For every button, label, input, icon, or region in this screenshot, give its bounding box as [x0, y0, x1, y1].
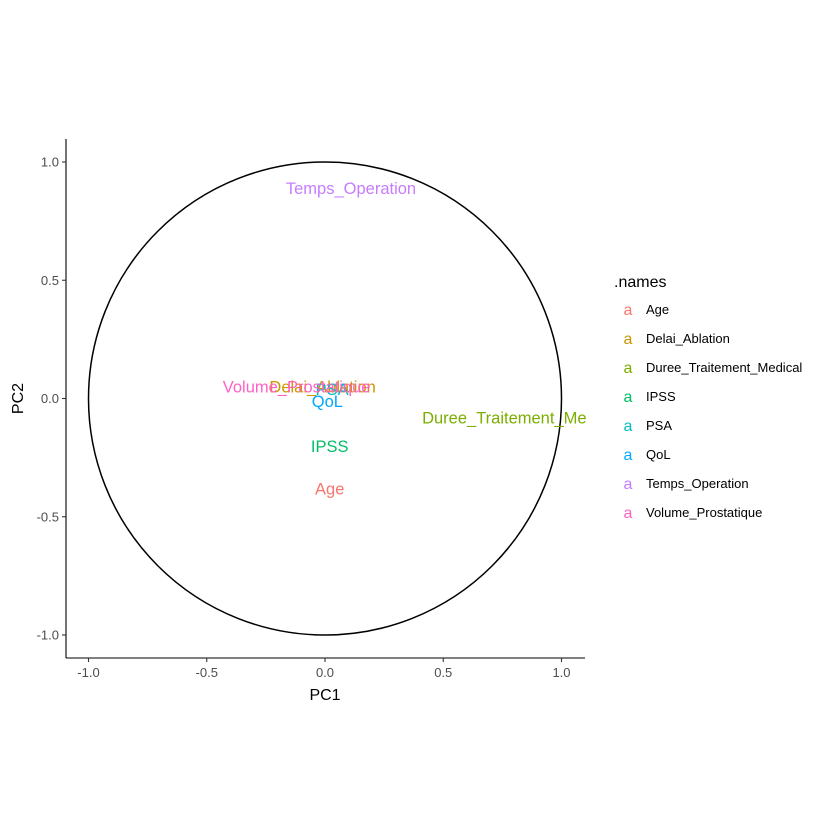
legend-key-glyph: a: [624, 360, 633, 377]
legend-entry-age: Age: [646, 302, 669, 317]
legend-entry-ipss: IPSS: [646, 389, 676, 404]
y-tick-label: 0.0: [41, 391, 59, 406]
x-tick-label: -0.5: [196, 665, 218, 680]
point-labels: Age Delai_Ablation Duree_Traitement_Medica…: [223, 180, 620, 498]
legend-key-glyph: a: [624, 331, 633, 348]
point-label-delai-ablation: Delai_Ablation: [269, 379, 375, 397]
y-tick-label: 1.0: [41, 155, 59, 170]
legend-title: .names: [614, 274, 666, 291]
point-label-duree-traitement-medical: Duree_Traitement_Medical: [422, 409, 620, 427]
correlation-circle: [87, 161, 563, 636]
x-tick-label: 0.5: [434, 665, 452, 680]
x-axis-title: PC1: [309, 687, 340, 704]
legend-key-glyph: a: [624, 476, 633, 493]
y-axis-title: PC2: [10, 383, 27, 414]
legend-entry-temps-operation: Temps_Operation: [646, 476, 749, 491]
legend-key-glyph: a: [624, 447, 633, 464]
legend-entry-psa: PSA: [646, 418, 672, 433]
legend-key-glyph: a: [624, 302, 633, 319]
point-label-temps-operation: Temps_Operation: [286, 180, 416, 198]
point-label-volume-prostatique: Volume_Prostatique: [223, 379, 371, 397]
legend-key-glyph: a: [624, 505, 633, 522]
point-label-psa: PSA: [316, 381, 349, 399]
x-tick-label: 0.0: [316, 665, 334, 680]
x-tick-label: -1.0: [77, 665, 99, 680]
y-tick-label: 0.5: [41, 273, 59, 288]
point-label-ipss: IPSS: [311, 438, 349, 456]
plot-panel: -1.0 -0.5 0.0 0.5 1.0 -1.0 -0.5 0.0 0.5 1.0 PC1 PC2…: [10, 139, 620, 704]
point-label-age: Age: [315, 480, 344, 498]
x-tick-label: 1.0: [552, 665, 570, 680]
legend-entry-duree-traitement-medical: Duree_Traitement_Medical: [646, 360, 802, 375]
legend-entry-delai-ablation: Delai_Ablation: [646, 331, 730, 346]
y-tick-label: -1.0: [37, 628, 59, 643]
point-label-qol: QoL: [312, 393, 343, 411]
legend-key-glyph: a: [624, 418, 633, 435]
legend-entry-volume-prostatique: Volume_Prostatique: [646, 505, 762, 520]
y-tick-label: -0.5: [37, 509, 59, 524]
legend-key-glyph: a: [624, 389, 633, 406]
legend-entry-qol: QoL: [646, 447, 671, 462]
